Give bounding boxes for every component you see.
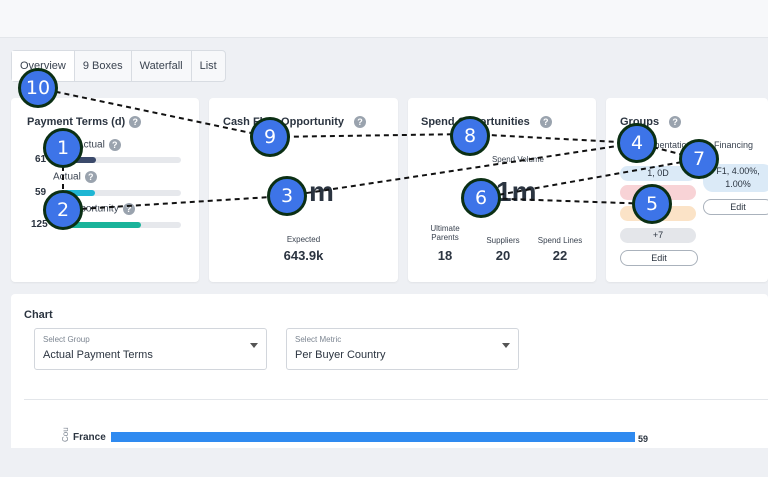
opportunity-bar-fill [63,222,141,228]
spend-lines-value: 22 [552,248,568,263]
select-group-value: Actual Payment Terms [43,349,153,361]
marker-5: 5 [632,184,672,224]
segmentation-edit-button[interactable]: Edit [620,250,698,266]
opportunity-value: 125 [31,219,48,230]
suppliers-label: Suppliers [486,236,520,245]
bar-chart: Cou France 59 [61,427,648,444]
category-label: France [73,432,106,443]
divider [24,399,768,400]
more-groups-pill[interactable]: +7 [620,228,696,243]
ultimate-parents-value: 18 [437,248,453,263]
help-icon[interactable]: ? [539,116,552,129]
marker-9: 9 [250,117,290,157]
financing-edit-button[interactable]: Edit [703,199,768,215]
marker-7: 7 [679,139,719,179]
bar[interactable] [111,432,635,442]
chevron-down-icon [502,343,510,348]
help-icon[interactable]: ? [122,203,135,215]
tab-9-boxes[interactable]: 9 Boxes [75,51,132,81]
select-metric-value: Per Buyer Country [295,349,386,361]
actual-label-1: Actual? [77,139,121,151]
actual-label-2-text: Actual [53,171,81,183]
bottom-bar [0,448,768,477]
spend-card: Spend Opportunities? Spend Volume 1m Ult… [408,98,596,282]
payment-terms-card: Payment Terms (d)? Actual? 61 Actual? 59… [11,98,199,282]
payment-terms-title: Payment Terms (d)? [27,116,142,129]
marker-10: 10 [18,68,58,108]
actual-bar-2 [63,190,181,196]
select-metric-label: Select Metric [295,335,342,344]
spend-lines-label: Spend Lines [537,236,583,245]
y-axis-label: Cou [61,427,70,442]
tab-waterfall[interactable]: Waterfall [132,51,192,81]
marker-8: 8 [450,116,490,156]
chart-panel: Chart Select Group Actual Payment Terms … [11,294,768,454]
help-icon[interactable]: ? [354,116,366,129]
marker-6: 6 [461,178,501,218]
help-icon[interactable]: ? [84,171,97,183]
spend-big-value: 1m [496,176,537,207]
help-icon[interactable]: ? [108,139,121,151]
cash-flow-big-value: m [309,176,334,207]
expected-value: 643.9k [283,248,324,263]
select-metric-dropdown[interactable]: Select Metric Per Buyer Country [286,328,519,370]
marker-4: 4 [617,123,657,163]
tab-list[interactable]: List [199,60,217,72]
help-icon[interactable]: ? [669,116,682,129]
chart-title: Chart [24,309,53,321]
marker-2: 2 [43,190,83,230]
select-group-dropdown[interactable]: Select Group Actual Payment Terms [34,328,267,370]
ultimate-parents-label: Ultimate Parents [430,224,460,242]
actual-label-2: Actual? [53,171,97,183]
chevron-down-icon [250,343,258,348]
top-bar [0,0,768,38]
marker-1: 1 [43,128,83,168]
financing-header: Financing [714,140,754,150]
cash-flow-title: Cash Flow Opportunity? [223,116,366,129]
expected-label: Expected [286,235,321,244]
actual-value-2: 59 [35,187,47,198]
suppliers-value: 20 [495,248,511,263]
payment-terms-title-text: Payment Terms (d) [27,116,126,128]
marker-3: 3 [267,176,307,216]
spend-volume-label: Spend Volume [491,155,545,164]
select-group-label: Select Group [43,335,90,344]
actual-bar-1 [63,157,181,163]
help-icon[interactable]: ? [129,116,142,129]
opportunity-bar [63,222,181,228]
bar-value-label: 59 [638,434,648,444]
